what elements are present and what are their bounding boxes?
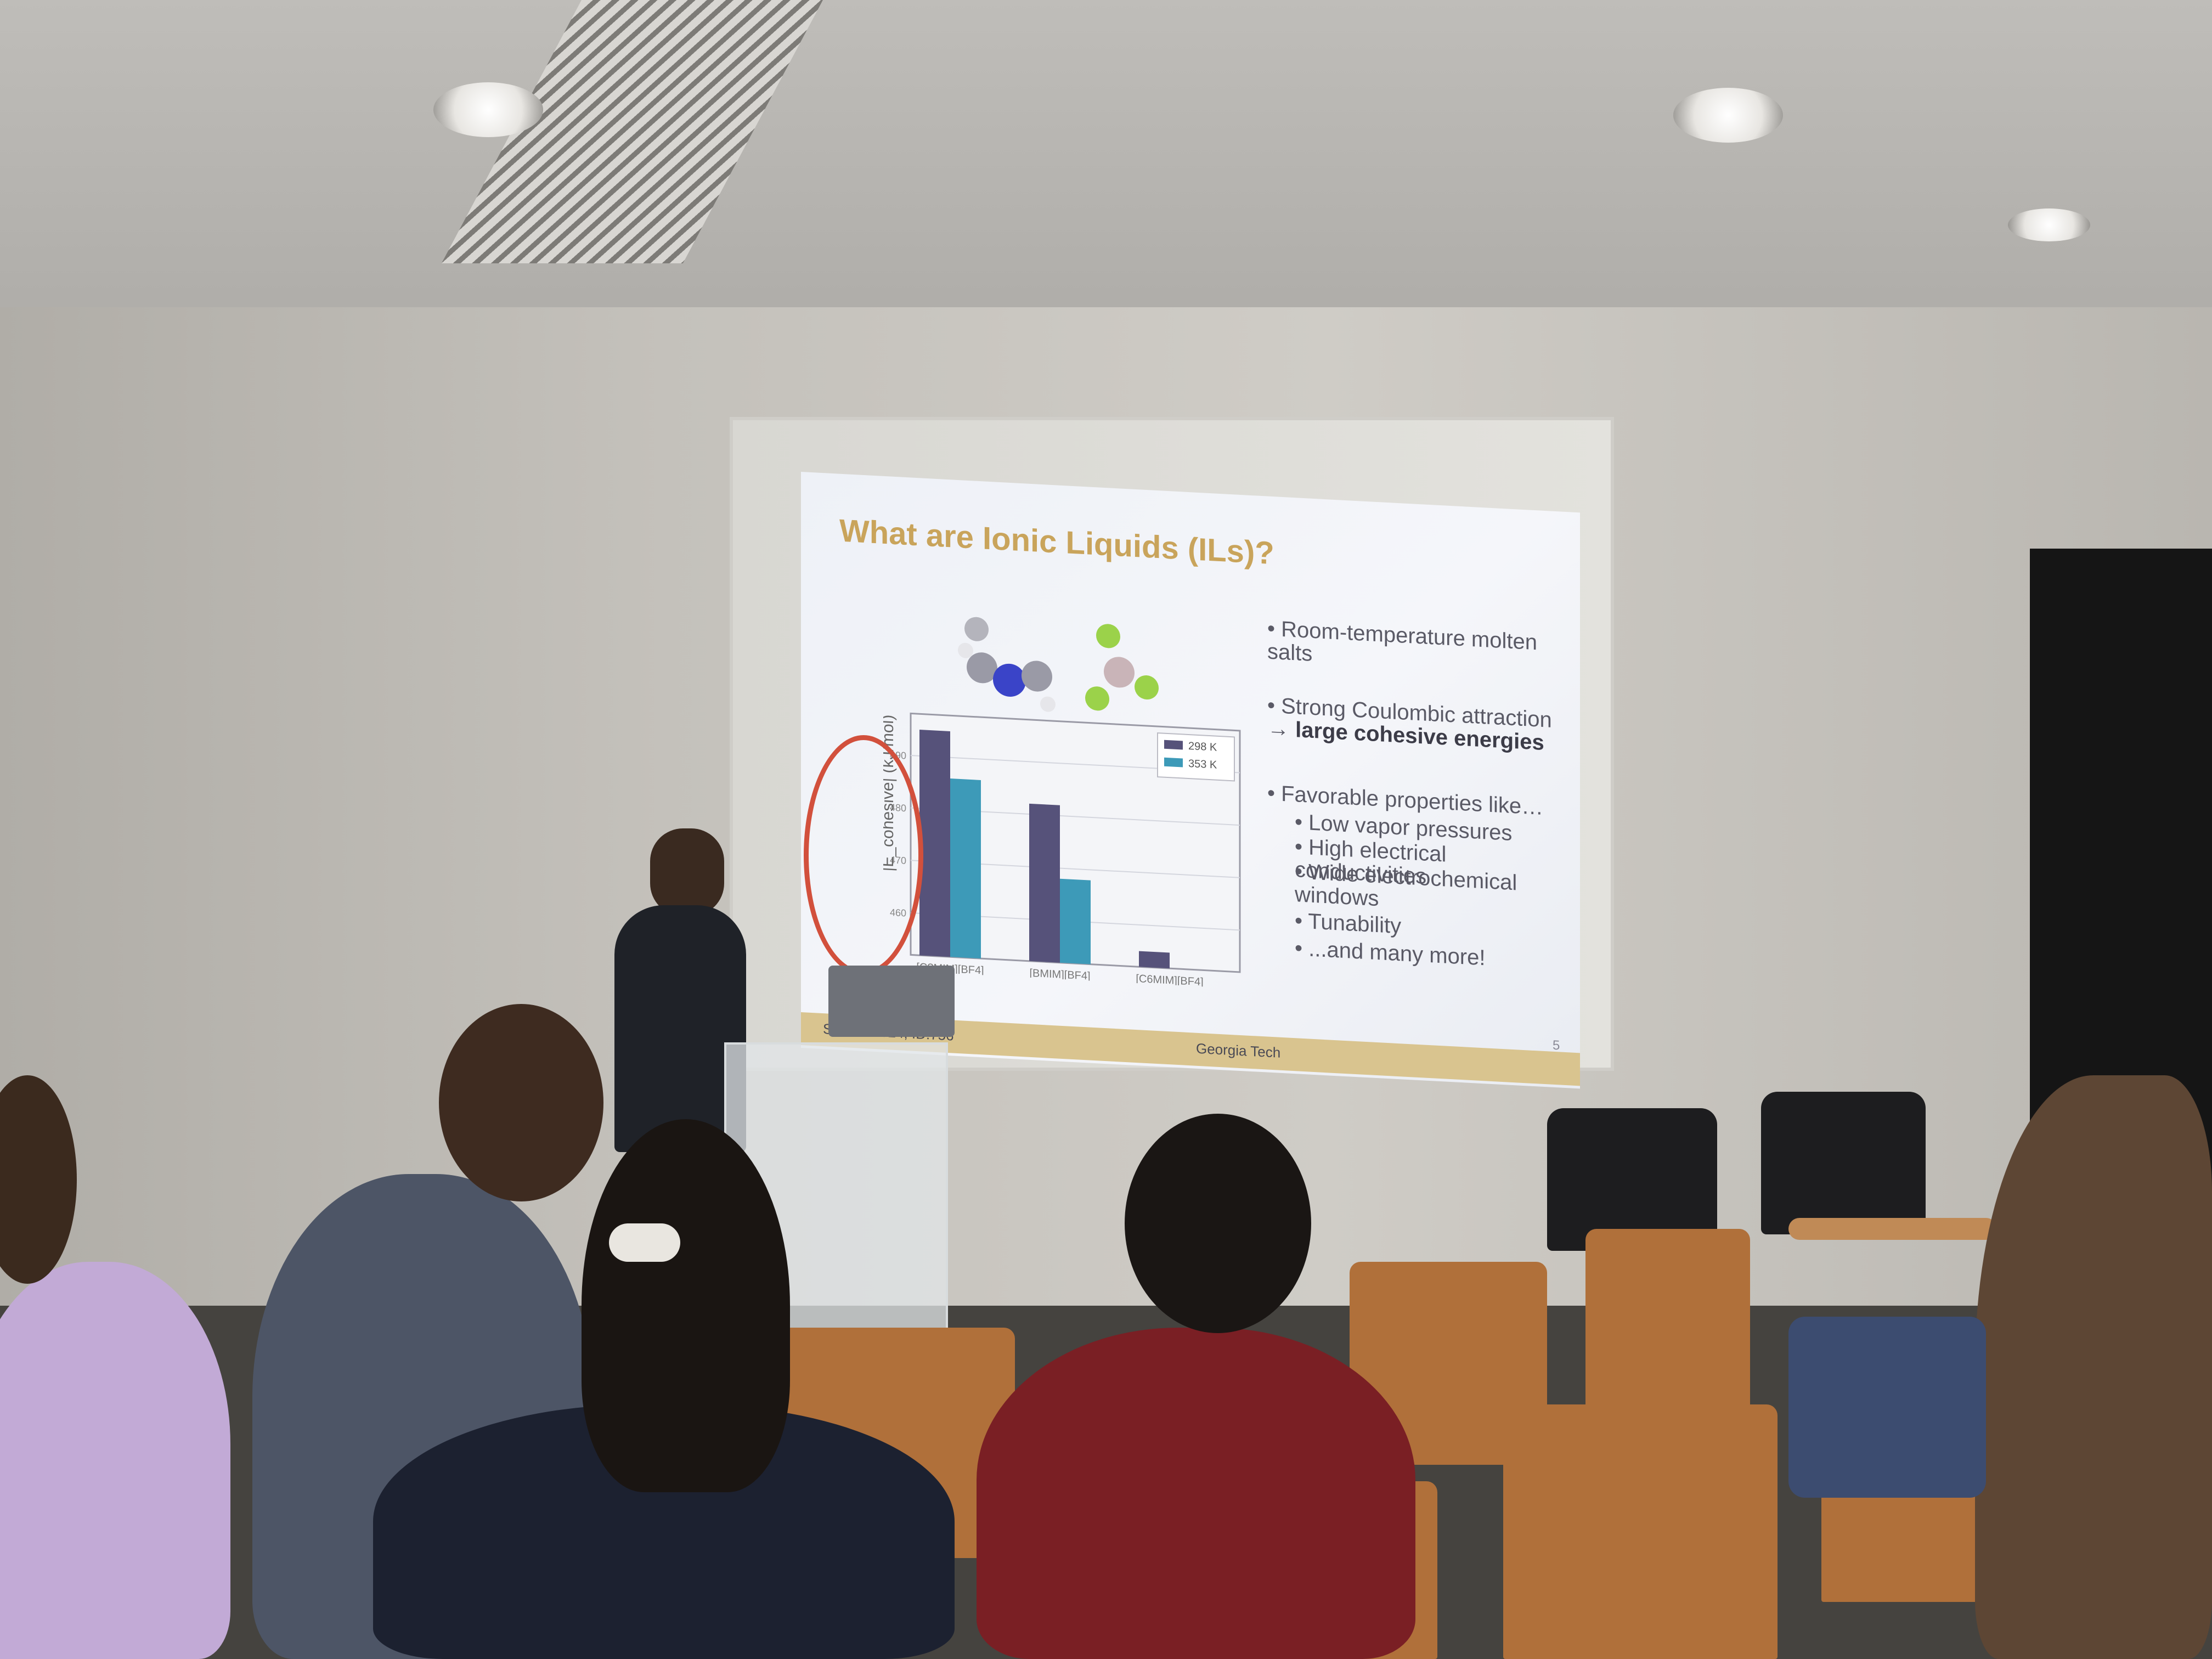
legend-swatch-1 xyxy=(1164,757,1183,768)
ceiling-light xyxy=(433,82,543,137)
hair-scrunchie xyxy=(609,1223,680,1262)
bar-0-0 xyxy=(919,730,950,957)
audience-chair xyxy=(1585,1229,1750,1415)
side-table xyxy=(1788,1218,1997,1240)
legend: 298 K 353 K xyxy=(1157,732,1235,782)
slide-number: 5 xyxy=(1553,1037,1560,1053)
audience-member-hair xyxy=(582,1119,790,1492)
sub-bullet-5: • ...and many more! xyxy=(1295,936,1486,970)
x-tick-label-1: [BMIM][BF4] xyxy=(1029,967,1090,983)
slide-title: What are Ionic Liquids (ILs)? xyxy=(839,512,1274,572)
laptop xyxy=(828,966,955,1037)
lounge-chair xyxy=(1547,1108,1717,1251)
red-annotation-circle xyxy=(804,735,923,975)
bars xyxy=(919,730,1170,969)
bullet-2: • Strong Coulombic attraction → large co… xyxy=(1267,693,1552,755)
audience-member-jeans xyxy=(1788,1317,1986,1498)
audience-chair xyxy=(1503,1404,1778,1659)
audience-member-head xyxy=(1125,1114,1311,1333)
audience-member-head xyxy=(0,1075,77,1284)
sub-bullet-4: • Tunability xyxy=(1295,909,1402,939)
anion-molecule xyxy=(1085,624,1159,711)
legend-label-0: 298 K xyxy=(1188,740,1217,754)
bar-1-1 xyxy=(1060,878,1091,964)
molecule-illustration xyxy=(958,617,1159,712)
bar-2-0 xyxy=(1139,951,1170,969)
legend-swatch-0 xyxy=(1164,740,1183,750)
audience-member-head xyxy=(439,1004,603,1201)
presenter-head xyxy=(650,828,724,916)
ceiling-light xyxy=(2008,208,2090,241)
audience-member-curly-hair xyxy=(1975,1075,2212,1659)
slide: What are Ionic Liquids (ILs)? 460 470 480 4… xyxy=(801,472,1580,1089)
bullet-1: • Room-temperature molten salts xyxy=(1267,616,1537,666)
x-tick-label-2: [C6MIM][BF4] xyxy=(1136,973,1203,988)
ceiling-light xyxy=(1673,88,1783,143)
bar-0-1 xyxy=(950,778,981,959)
bar-1-0 xyxy=(1029,803,1060,963)
lounge-chair xyxy=(1761,1092,1926,1234)
audience-member-red-shirt xyxy=(977,1328,1415,1659)
bar-chart: 460470480490[C?MIM][BF4][BMIM][BF4][C6MI… xyxy=(883,712,1241,988)
legend-label-1: 353 K xyxy=(1188,758,1217,771)
cation-molecule xyxy=(958,617,1056,712)
audience-member-lavender-shirt xyxy=(0,1262,230,1659)
